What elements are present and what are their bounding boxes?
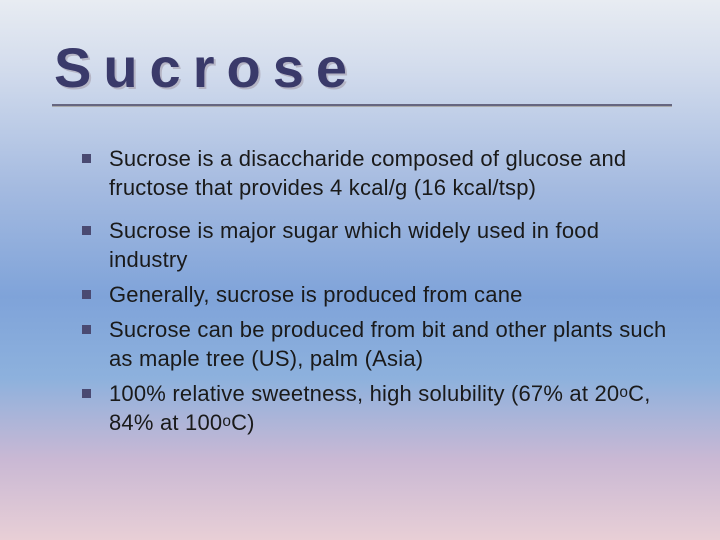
list-item: Sucrose is major sugar which widely used… <box>82 216 670 274</box>
bullet-group: Sucrose is a disaccharide composed of gl… <box>82 144 670 202</box>
list-item: Generally, sucrose is produced from cane <box>82 280 670 309</box>
slide-title: Sucrose <box>54 40 670 96</box>
square-bullet-icon <box>82 154 91 163</box>
bullet-text: Generally, sucrose is produced from cane <box>109 280 523 309</box>
bullet-text: Sucrose is a disaccharide composed of gl… <box>109 144 670 202</box>
slide: Sucrose Sucrose is a disaccharide compos… <box>0 0 720 540</box>
square-bullet-icon <box>82 389 91 398</box>
bullet-text: 100% relative sweetness, high solubility… <box>109 379 670 437</box>
slide-content: Sucrose is a disaccharide composed of gl… <box>82 144 670 437</box>
title-underline <box>52 104 672 106</box>
list-item: Sucrose is a disaccharide composed of gl… <box>82 144 670 202</box>
square-bullet-icon <box>82 290 91 299</box>
square-bullet-icon <box>82 226 91 235</box>
list-item: 100% relative sweetness, high solubility… <box>82 379 670 437</box>
bullet-group: Sucrose is major sugar which widely used… <box>82 216 670 437</box>
list-item: Sucrose can be produced from bit and oth… <box>82 315 670 373</box>
bullet-text: Sucrose is major sugar which widely used… <box>109 216 670 274</box>
square-bullet-icon <box>82 325 91 334</box>
bullet-text: Sucrose can be produced from bit and oth… <box>109 315 670 373</box>
